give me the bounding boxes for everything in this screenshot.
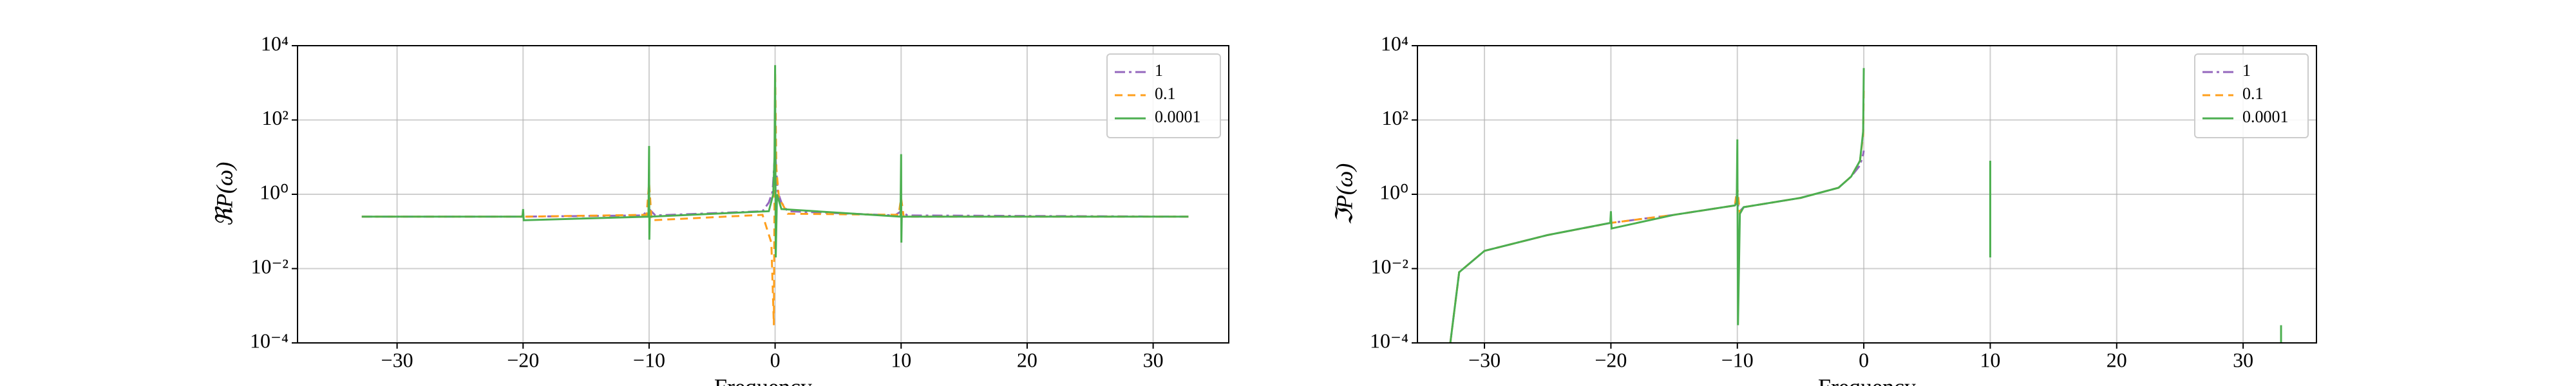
legend-label: 0.0001 [1155,107,1201,126]
x-tick-label: −10 [1721,348,1754,371]
y-tick-label: 10⁻⁴ [1370,329,1408,352]
x-tick-label: 10 [891,348,911,371]
subplot: −30 −20 −10 0 10 20 30 10⁻⁴ 10⁻² 10⁰ 10² 10⁴ ℑP(ω) Fr… [1331,32,2317,386]
y-tick-label: 10⁰ [1379,180,1408,203]
legend-box [2194,53,2309,138]
legend-label: 0.1 [2242,84,2264,103]
y-axis-label: ℜP(ω) [211,162,237,227]
x-axis-label: Frequency [714,374,812,386]
x-axis-label: Frequency [1818,374,1916,386]
y-tick-label: 10² [261,106,289,129]
x-tick-label: −10 [633,348,665,371]
x-tick-label: 30 [1143,348,1164,371]
plot-frame [297,45,1229,344]
legend-label: 1 [1155,61,1163,80]
x-tick-label: 0 [770,348,781,371]
y-tick-label: 10⁻² [1371,255,1408,278]
x-tick-label: 10 [1980,348,2000,371]
y-tick-label: 10⁰ [260,180,289,203]
series-line [1449,86,1865,343]
y-tick-label: 10⁻² [251,255,289,278]
x-tick-label: 20 [1017,348,1037,371]
plot-frame [1417,45,2317,344]
x-tick-label: −20 [507,348,539,371]
legend-label: 0.0001 [2242,107,2289,126]
subplot: −30 −20 −10 0 10 20 30 10⁻⁴ 10⁻² 10⁰ 10² 10⁴ ℜP(ω) Fr… [211,32,1229,386]
x-tick-label: 0 [1859,348,1869,371]
x-tick-label: −20 [1595,348,1627,371]
legend-box [1106,53,1221,138]
legend-label: 1 [2242,61,2251,80]
y-tick-label: 10² [1381,106,1408,129]
y-axis-label: ℑP(ω) [1331,163,1357,226]
legend: 1 0.1 0.0001 [1106,53,1221,138]
y-tick-label: 10⁻⁴ [250,329,289,352]
y-tick-label: 10⁴ [261,32,289,55]
legend-label: 0.1 [1155,84,1176,103]
x-tick-label: 20 [2107,348,2127,371]
series-line [1449,68,2282,343]
x-tick-label: −30 [1468,348,1501,371]
x-tick-label: −30 [381,348,413,371]
y-tick-label: 10⁴ [1381,32,1408,55]
legend: 1 0.1 0.0001 [2194,53,2309,138]
series-line [1449,150,1865,343]
series-line [361,65,1189,258]
x-tick-label: 30 [2233,348,2253,371]
